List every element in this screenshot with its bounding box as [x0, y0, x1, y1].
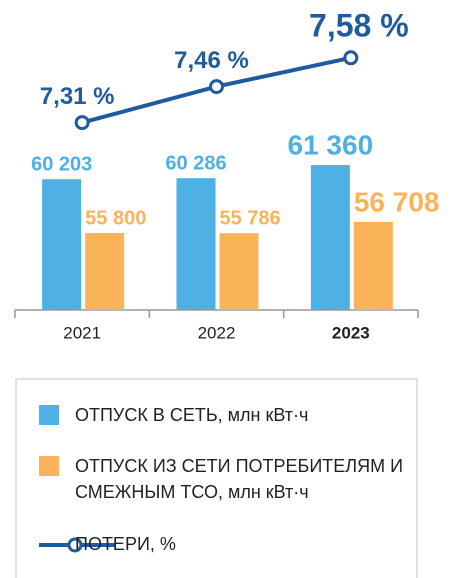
legend-swatch [39, 405, 59, 425]
bar [310, 165, 350, 310]
bar [176, 178, 216, 310]
legend-label: ПОТЕРИ, % [75, 534, 176, 554]
line-marker [209, 79, 224, 95]
line-marker [74, 115, 90, 131]
line-value-label: 7,58 % [309, 7, 409, 43]
line-value-label: 7,31 % [40, 83, 115, 110]
line-value-label: 7,46 % [174, 47, 249, 74]
legend: ОТПУСК В СЕТЬ, млн кВт·ч ОТПУСК ИЗ СЕТИ … [15, 378, 418, 578]
x-tick-label: 2021 [63, 323, 101, 342]
legend-line-marker [67, 537, 83, 553]
x-tick-label: 2022 [198, 323, 236, 342]
legend-label: ОТПУСК В СЕТЬ, млн кВт·ч [75, 405, 309, 425]
value-label: 55 800 [85, 207, 146, 229]
value-label: 56 708 [354, 186, 440, 217]
legend-line [39, 537, 115, 553]
bar [219, 233, 259, 310]
bar [353, 221, 393, 310]
legend-swatch [39, 456, 59, 476]
value-label: 60 203 [31, 153, 92, 175]
value-label: 55 786 [220, 207, 281, 229]
bar [42, 179, 82, 310]
legend-label: ОТПУСК ИЗ СЕТИ ПОТРЕБИТЕЛЯМ И СМЕЖНЫМ ТС… [75, 456, 404, 502]
line-marker [343, 50, 359, 66]
value-label: 61 360 [288, 129, 374, 160]
x-tick-label: 2023 [332, 323, 370, 342]
value-label: 60 286 [165, 152, 226, 174]
bar [85, 233, 125, 310]
